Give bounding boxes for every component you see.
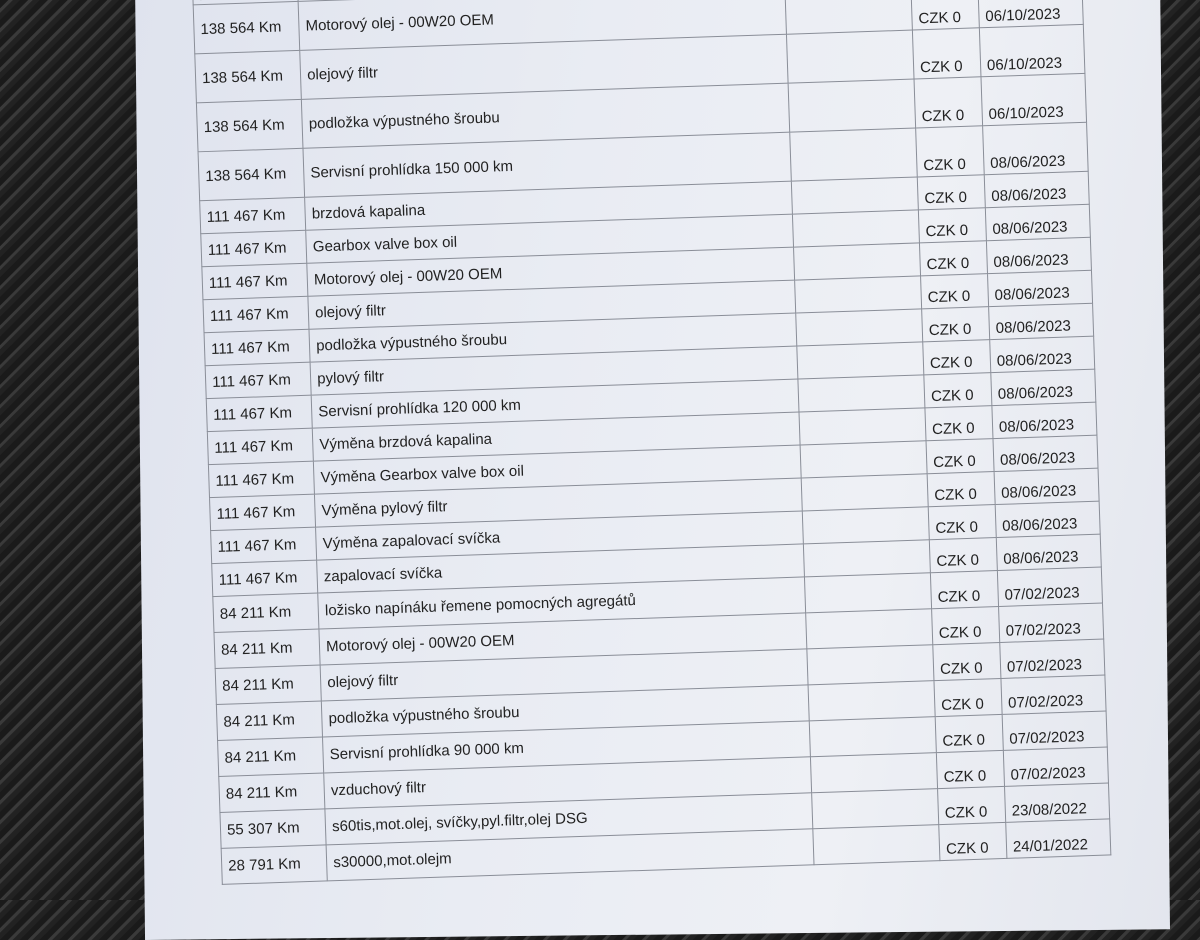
price-cell: CZK 0 bbox=[937, 786, 1006, 825]
price-cell: CZK 0 bbox=[919, 240, 988, 276]
date-cell: 08/06/2023 bbox=[984, 171, 1090, 208]
date-cell: 08/06/2023 bbox=[985, 204, 1091, 241]
date-cell: 08/06/2023 bbox=[986, 237, 1092, 274]
blank-cell bbox=[810, 752, 938, 793]
price-cell: CZK 0 bbox=[929, 537, 998, 573]
price-cell: CZK 0 bbox=[924, 405, 993, 441]
price-cell: CZK 0 bbox=[931, 606, 1000, 645]
date-cell: 23/08/2022 bbox=[1004, 782, 1110, 823]
blank-cell bbox=[806, 644, 934, 685]
km-cell: 84 211 Km bbox=[213, 629, 321, 669]
blank-cell bbox=[799, 440, 928, 478]
km-cell: 111 467 Km bbox=[210, 527, 317, 564]
price-cell: CZK 0 bbox=[913, 76, 983, 128]
price-cell: CZK 0 bbox=[933, 678, 1003, 717]
blank-cell bbox=[808, 716, 937, 757]
km-cell: 111 467 Km bbox=[208, 461, 315, 498]
date-cell: 08/06/2023 bbox=[989, 336, 1095, 373]
blank-cell bbox=[812, 824, 940, 865]
km-cell: 138 564 Km bbox=[193, 1, 300, 54]
date-cell: 08/06/2023 bbox=[988, 303, 1094, 340]
blank-cell bbox=[800, 473, 929, 511]
km-cell: 138 564 Km bbox=[196, 99, 304, 152]
date-cell: 08/06/2023 bbox=[982, 122, 1089, 175]
blank-cell bbox=[797, 374, 925, 413]
price-cell: CZK 0 bbox=[918, 207, 987, 243]
blank-cell bbox=[801, 506, 930, 544]
km-cell: 138 564 Km bbox=[194, 50, 302, 103]
blank-cell bbox=[786, 30, 914, 84]
km-cell: 55 307 Km bbox=[219, 808, 327, 849]
blank-cell bbox=[793, 242, 921, 281]
date-cell: 07/02/2023 bbox=[998, 603, 1104, 643]
km-cell: 111 467 Km bbox=[201, 263, 309, 300]
date-cell: 08/06/2023 bbox=[992, 435, 1099, 472]
blank-cell bbox=[789, 127, 918, 182]
price-cell: CZK 0 bbox=[921, 306, 990, 342]
price-cell: CZK 0 bbox=[920, 273, 989, 309]
date-cell: 24/01/2022 bbox=[1005, 818, 1111, 859]
date-cell: 08/06/2023 bbox=[987, 270, 1093, 307]
price-cell: CZK 0 bbox=[938, 822, 1007, 861]
date-cell: 08/06/2023 bbox=[996, 534, 1102, 571]
blank-cell bbox=[784, 0, 913, 35]
price-cell: CZK 0 bbox=[935, 714, 1004, 753]
price-cell: CZK 0 bbox=[910, 0, 980, 31]
date-cell: 08/06/2023 bbox=[993, 468, 1100, 505]
date-cell: 08/06/2023 bbox=[995, 501, 1101, 538]
price-cell: CZK 0 bbox=[926, 438, 994, 474]
date-cell: 07/02/2023 bbox=[997, 567, 1103, 607]
km-cell: 111 467 Km bbox=[199, 197, 306, 234]
blank-cell bbox=[792, 209, 920, 248]
km-cell: 111 467 Km bbox=[202, 296, 310, 333]
date-cell: 07/02/2023 bbox=[999, 639, 1105, 679]
price-cell: CZK 0 bbox=[912, 27, 981, 80]
blank-cell bbox=[798, 407, 927, 446]
km-cell: 111 467 Km bbox=[209, 494, 316, 531]
blank-cell bbox=[805, 608, 933, 649]
date-cell: 07/02/2023 bbox=[1000, 675, 1107, 715]
price-cell: CZK 0 bbox=[928, 504, 997, 540]
price-cell: CZK 0 bbox=[932, 642, 1001, 681]
date-cell: 06/10/2023 bbox=[977, 0, 1084, 28]
price-cell: CZK 0 bbox=[915, 125, 985, 177]
date-cell: 08/06/2023 bbox=[991, 402, 1097, 439]
blank-cell bbox=[795, 308, 923, 347]
blank-cell bbox=[794, 275, 922, 314]
blank-cell bbox=[807, 680, 936, 721]
km-cell: 84 211 Km bbox=[216, 701, 323, 741]
blank-cell bbox=[804, 572, 932, 613]
km-cell: 111 467 Km bbox=[206, 395, 313, 432]
date-cell: 08/06/2023 bbox=[990, 369, 1096, 406]
km-cell: 28 791 Km bbox=[221, 844, 328, 885]
price-cell: CZK 0 bbox=[922, 339, 991, 375]
blank-cell bbox=[811, 788, 939, 829]
blank-cell bbox=[787, 79, 916, 133]
km-cell: 84 211 Km bbox=[215, 665, 322, 705]
date-cell: 06/10/2023 bbox=[980, 73, 1087, 126]
km-cell: 111 467 Km bbox=[204, 329, 311, 366]
blank-cell bbox=[790, 176, 919, 215]
km-cell: 84 211 Km bbox=[212, 593, 320, 633]
price-cell: CZK 0 bbox=[917, 174, 986, 210]
km-cell: 111 467 Km bbox=[205, 362, 312, 399]
blank-cell bbox=[796, 341, 924, 380]
km-cell: 84 211 Km bbox=[217, 736, 324, 777]
blank-cell bbox=[802, 539, 931, 577]
price-cell: CZK 0 bbox=[930, 570, 999, 609]
date-cell: 06/10/2023 bbox=[979, 24, 1085, 77]
date-cell: 07/02/2023 bbox=[1003, 746, 1109, 787]
date-cell: 07/02/2023 bbox=[1002, 710, 1108, 751]
km-cell: 138 564 Km bbox=[198, 148, 305, 201]
price-cell: CZK 0 bbox=[923, 372, 992, 408]
price-cell: CZK 0 bbox=[927, 471, 996, 507]
price-cell: CZK 0 bbox=[936, 750, 1005, 789]
km-cell: 111 467 Km bbox=[207, 428, 314, 465]
km-cell: 111 467 Km bbox=[200, 230, 307, 267]
km-cell: 84 211 Km bbox=[218, 772, 326, 813]
km-cell: 111 467 Km bbox=[211, 560, 318, 597]
